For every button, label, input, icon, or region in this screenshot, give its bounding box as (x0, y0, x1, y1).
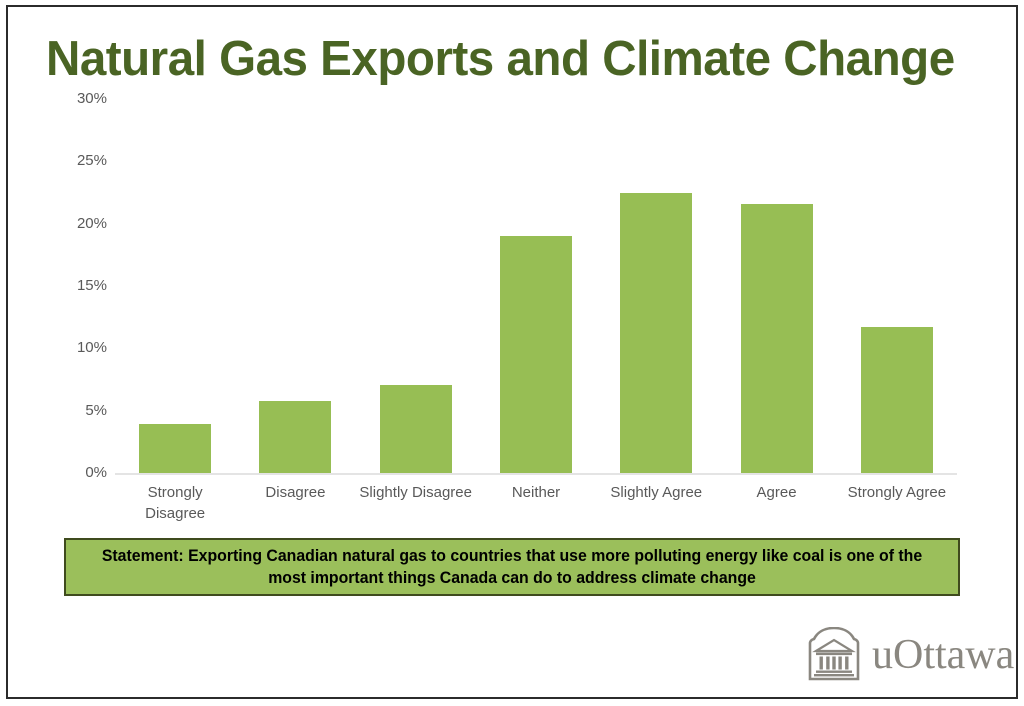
y-axis-tick-5: 5% (85, 401, 107, 419)
x-axis-category-label: Strongly Agree (847, 484, 947, 501)
plot-area (115, 99, 957, 473)
x-axis-category-label: Neither (511, 484, 561, 501)
y-axis-tick-labels: 30% 25% 20% 15% 10% 5% 0% (55, 0, 107, 540)
bar[interactable] (499, 236, 572, 473)
x-axis-category-label: Slightly Disagree (359, 484, 472, 501)
bar-slot (356, 99, 476, 473)
bar[interactable] (740, 203, 813, 473)
bar[interactable] (379, 384, 452, 473)
page-title: Natural Gas Exports and Climate Change (46, 32, 955, 86)
logo-wordmark: uOttawa (872, 632, 1015, 678)
y-axis-tick-25: 25% (76, 152, 107, 170)
y-axis-tick-10: 10% (76, 339, 107, 357)
y-axis-tick-0: 0% (85, 464, 107, 481)
bar-slot (596, 99, 716, 473)
x-axis-category-label: Slightly Agree (610, 484, 703, 501)
y-axis-tick-20: 20% (76, 214, 107, 232)
bar[interactable] (259, 400, 332, 473)
y-axis-tick-15: 15% (76, 277, 107, 294)
x-axis-line (115, 473, 957, 475)
y-axis-tick-30: 30% (76, 90, 107, 107)
uottawa-logo: uOttawa (806, 622, 1015, 688)
bar-slot (115, 99, 235, 473)
statement-text: Statement: Exporting Canadian natural ga… (101, 547, 923, 587)
bar[interactable] (860, 327, 933, 473)
x-axis-category-label: Agree (756, 484, 797, 501)
bar-slot (716, 99, 836, 473)
statement-box: Statement: Exporting Canadian natural ga… (64, 538, 960, 596)
bar[interactable] (620, 192, 693, 473)
bar-slot (235, 99, 355, 473)
bar[interactable] (139, 424, 212, 473)
bar-chart: 30% 25% 20% 15% 10% 5% 0% Strongly Disagree Dis… (55, 0, 957, 540)
university-crest-icon (808, 627, 860, 681)
x-axis-category-label: Disagree (265, 484, 326, 501)
bar-slot (837, 99, 957, 473)
x-axis-category-label: Strongly Disagree (145, 484, 206, 522)
bar-slot (476, 99, 596, 473)
